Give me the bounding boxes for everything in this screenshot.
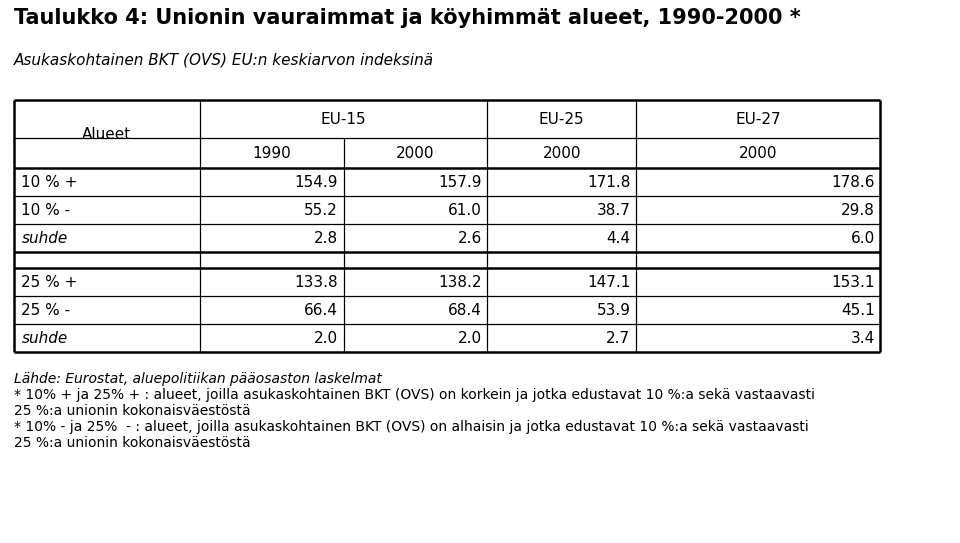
Text: EU-25: EU-25 [539, 111, 585, 127]
Text: 53.9: 53.9 [596, 302, 631, 318]
Text: 2.8: 2.8 [314, 230, 338, 245]
Text: 2.7: 2.7 [607, 331, 631, 345]
Text: 61.0: 61.0 [448, 203, 482, 218]
Text: 2000: 2000 [739, 146, 778, 161]
Text: 25 % -: 25 % - [21, 302, 70, 318]
Text: suhde: suhde [21, 331, 67, 345]
Text: 45.1: 45.1 [841, 302, 875, 318]
Text: 38.7: 38.7 [596, 203, 631, 218]
Text: 55.2: 55.2 [304, 203, 338, 218]
Text: 4.4: 4.4 [607, 230, 631, 245]
Text: EU-15: EU-15 [321, 111, 367, 127]
Text: 3.4: 3.4 [851, 331, 875, 345]
Text: Lähde: Eurostat, aluepolitiikan pääosaston laskelmat: Lähde: Eurostat, aluepolitiikan pääosast… [14, 372, 382, 386]
Text: 10 % -: 10 % - [21, 203, 70, 218]
Text: 178.6: 178.6 [831, 174, 875, 190]
Text: 2.6: 2.6 [458, 230, 482, 245]
Text: 2.0: 2.0 [458, 331, 482, 345]
Text: 153.1: 153.1 [831, 275, 875, 289]
Text: Taulukko 4: Unionin vauraimmat ja köyhimmät alueet, 1990-2000 *: Taulukko 4: Unionin vauraimmat ja köyhim… [14, 8, 801, 28]
Text: 25 %:a unionin kokonaisväestöstä: 25 %:a unionin kokonaisväestöstä [14, 404, 251, 418]
Text: Asukaskohtainen BKT (OVS) EU:n keskiarvon indeksinä: Asukaskohtainen BKT (OVS) EU:n keskiarvo… [14, 52, 434, 67]
Text: suhde: suhde [21, 230, 67, 245]
Text: 2000: 2000 [542, 146, 581, 161]
Text: * 10% - ja 25%  - : alueet, joilla asukaskohtainen BKT (OVS) on alhaisin ja jotk: * 10% - ja 25% - : alueet, joilla asukas… [14, 420, 808, 434]
Text: EU-27: EU-27 [735, 111, 780, 127]
Text: 147.1: 147.1 [588, 275, 631, 289]
Text: Alueet: Alueet [83, 127, 132, 142]
Text: 25 %:a unionin kokonaisväestöstä: 25 %:a unionin kokonaisväestöstä [14, 436, 251, 450]
Text: 10 % +: 10 % + [21, 174, 78, 190]
Text: 154.9: 154.9 [295, 174, 338, 190]
Text: * 10% + ja 25% + : alueet, joilla asukaskohtainen BKT (OVS) on korkein ja jotka : * 10% + ja 25% + : alueet, joilla asukas… [14, 388, 815, 402]
Text: 1990: 1990 [252, 146, 291, 161]
Text: 29.8: 29.8 [841, 203, 875, 218]
Text: 157.9: 157.9 [439, 174, 482, 190]
Text: 2000: 2000 [396, 146, 435, 161]
Text: 6.0: 6.0 [851, 230, 875, 245]
Text: 66.4: 66.4 [304, 302, 338, 318]
Text: 68.4: 68.4 [448, 302, 482, 318]
Text: 2.0: 2.0 [314, 331, 338, 345]
Text: 133.8: 133.8 [295, 275, 338, 289]
Text: 171.8: 171.8 [588, 174, 631, 190]
Text: 25 % +: 25 % + [21, 275, 78, 289]
Text: 138.2: 138.2 [439, 275, 482, 289]
